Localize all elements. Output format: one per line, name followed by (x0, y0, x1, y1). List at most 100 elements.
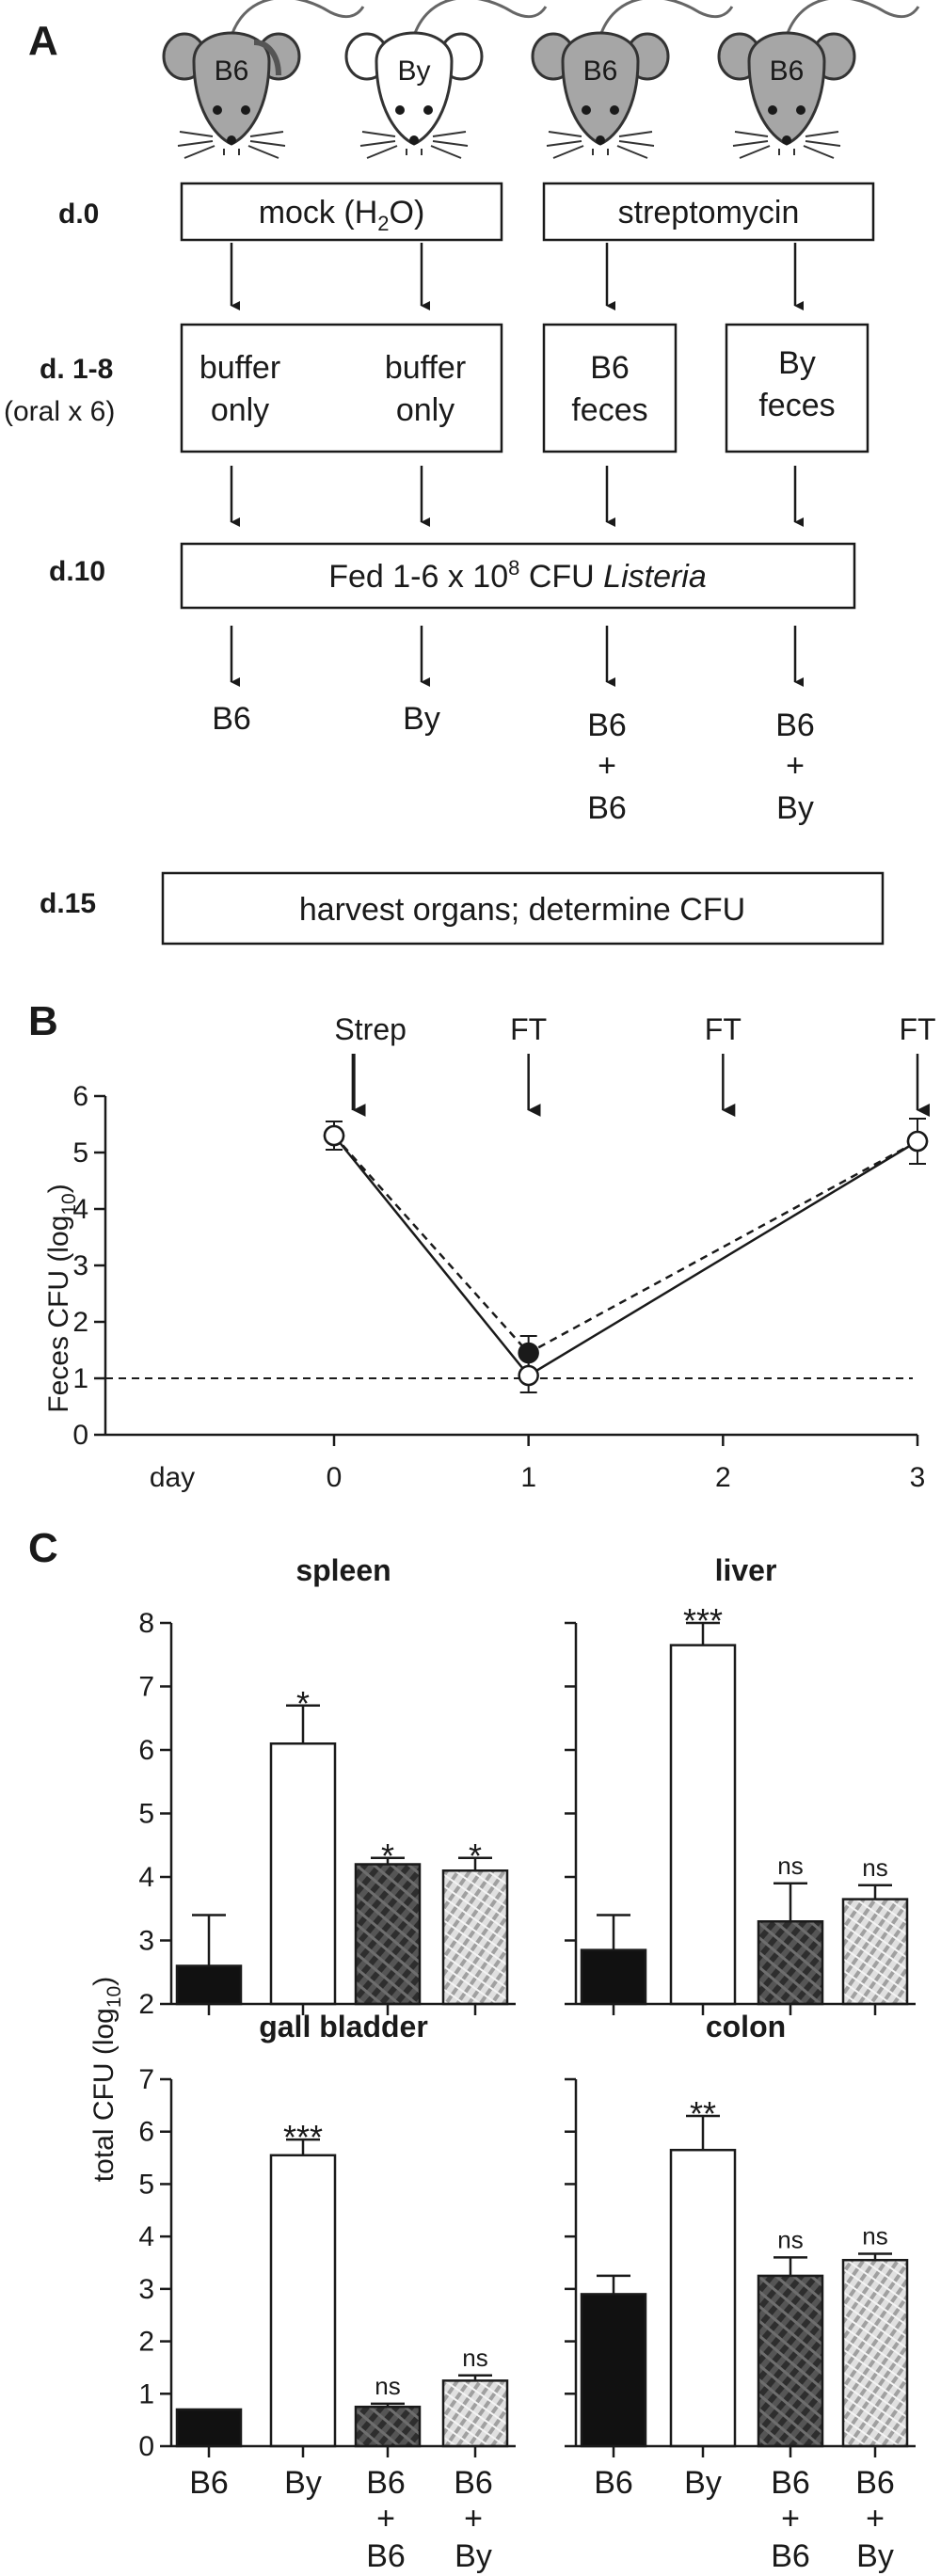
y-tick-label: 3 (138, 1926, 154, 1957)
bar (580, 1948, 647, 2006)
significance-label: ns (862, 1853, 887, 1882)
x-label-b6b6-right-line1: B6 (771, 2465, 810, 2501)
mouse-icon-1: B6 (162, 0, 365, 160)
mock-box (180, 182, 503, 242)
significance-label: * (296, 1684, 310, 1723)
significance-label: * (381, 1837, 394, 1875)
group-label-4-line3: By (776, 790, 814, 826)
x-tick-label: 0 (327, 1462, 343, 1493)
panel-b-ylabel: Feces CFU (log10) (43, 1184, 80, 1412)
x-label-b6b6-right-line2: + (781, 2501, 800, 2536)
x-label-b6b6-left-line2: + (376, 2501, 395, 2536)
data-point-filled-circle (518, 1342, 539, 1364)
y-tick-label: 5 (72, 1137, 88, 1169)
panel-a-letter: A (28, 18, 58, 64)
panel-c-letter: C (28, 1525, 58, 1571)
panel-b-plot (105, 1118, 929, 1393)
y-tick-label: 2 (72, 1307, 88, 1338)
data-point-open-circle (906, 1130, 929, 1153)
panel-b-axes: 0 1 2 3 4 5 6 0 1 2 3 (72, 1081, 925, 1493)
significance-label: ns (777, 1852, 803, 1880)
b6-feces-box (542, 323, 678, 453)
y-tick-label: 7 (138, 1672, 154, 1703)
day-1-8-sublabel: (oral x 6) (4, 396, 115, 427)
y-tick-label: 2 (138, 2327, 154, 2358)
y-tick-label: 6 (138, 2117, 154, 2148)
harvest-text: harvest organs; determine CFU (299, 892, 745, 928)
by-feces-line2: feces (758, 388, 835, 423)
bar (354, 1863, 422, 2006)
day-1-8-label: d. 1-8 (40, 354, 113, 385)
chart-spleen: spleen * * * 2 3 4 5 6 7 8 (138, 1553, 516, 2020)
significance-label: ns (462, 2344, 487, 2372)
group-label-4-line1: B6 (775, 708, 815, 743)
y-tick-label: 1 (138, 2378, 154, 2409)
x-label-b6by-right-line2: + (866, 2501, 885, 2536)
panel-b-xlabel: day (150, 1462, 195, 1493)
panel-a: A B6 By B6 B6 d.0 d. 1-8 (oral x 6) d.10… (4, 0, 920, 946)
y-tick-label: 5 (138, 2169, 154, 2200)
data-point-open-circle (518, 1364, 539, 1387)
buffer-box (180, 323, 503, 453)
x-label-b6-right: B6 (594, 2465, 633, 2501)
panel-b-letter: B (28, 998, 58, 1044)
chart-title: liver (715, 1553, 777, 1587)
b6-feces-line2: feces (571, 392, 647, 428)
chart-title: colon (706, 2010, 786, 2043)
y-tick-label: 3 (72, 1250, 88, 1281)
x-label-b6by-right-line3: By (856, 2538, 894, 2574)
mouse-icon-2: By (344, 0, 548, 160)
panel-c: C total CFU (log10) spleen** *2345678live… (28, 1525, 916, 2574)
mouse-icon-4: B6 (717, 0, 920, 160)
x-label-b6b6-right-line3: B6 (771, 2538, 810, 2574)
group-label-3-line2: + (598, 748, 616, 784)
y-tick-label: 4 (72, 1194, 88, 1225)
y-tick-label: 1 (72, 1363, 88, 1394)
significance-label: *** (683, 1601, 723, 1640)
fed-listeria-box (180, 542, 856, 610)
x-group-labels-right: B6 By B6 + B6 B6 + By (594, 2465, 895, 2574)
buffer-text-1-line1: buffer (199, 350, 280, 386)
streptomycin-text: streptomycin (618, 195, 800, 231)
x-label-b6b6-left-line3: B6 (366, 2538, 406, 2574)
event-label: FT (510, 1012, 547, 1046)
fed-listeria-text: Fed 1-6 x 108 CFU Listeria (328, 556, 707, 595)
mouse-label-2: By (397, 56, 430, 87)
x-label-b6b6-left-line1: B6 (366, 2465, 406, 2501)
bar (669, 1644, 737, 2006)
significance-label: ns (777, 2225, 803, 2253)
by-feces-line1: By (778, 345, 816, 381)
day-10-label: d.10 (49, 556, 105, 587)
mouse-label-3: B6 (583, 56, 618, 87)
data-point-open-circle (323, 1124, 345, 1147)
by-feces-box (725, 323, 869, 453)
group-label-1: B6 (212, 701, 251, 737)
x-tick-label: 3 (910, 1462, 926, 1493)
bar (269, 1742, 337, 2006)
y-tick-label: 2 (138, 1989, 154, 2020)
group-label-4-line2: + (786, 748, 805, 784)
bar (269, 2154, 337, 2448)
series-line-solid (333, 1135, 918, 1377)
bar (757, 2274, 824, 2448)
y-tick-label: 6 (138, 1735, 154, 1766)
significance-label: ns (375, 2372, 400, 2400)
event-label: FT (705, 1012, 742, 1046)
buffer-text-1-line2: only (211, 392, 269, 428)
bar (841, 2258, 909, 2448)
chart-title: spleen (295, 1553, 391, 1587)
buffer-text-2-line1: buffer (385, 350, 466, 386)
day-0-label: d.0 (58, 199, 99, 230)
day-15-label: d.15 (40, 888, 96, 919)
y-tick-label: 3 (138, 2274, 154, 2305)
mouse-icon-3: B6 (531, 0, 734, 160)
y-tick-label: 8 (138, 1608, 154, 1639)
event-label: Strep (334, 1012, 406, 1046)
y-tick-label: 0 (138, 2431, 154, 2462)
bar (175, 1964, 243, 2006)
group-label-2: By (403, 701, 440, 737)
bar (580, 2293, 647, 2448)
buffer-text-2-line2: only (396, 392, 455, 428)
x-label-b6by-left-line2: + (464, 2501, 483, 2536)
